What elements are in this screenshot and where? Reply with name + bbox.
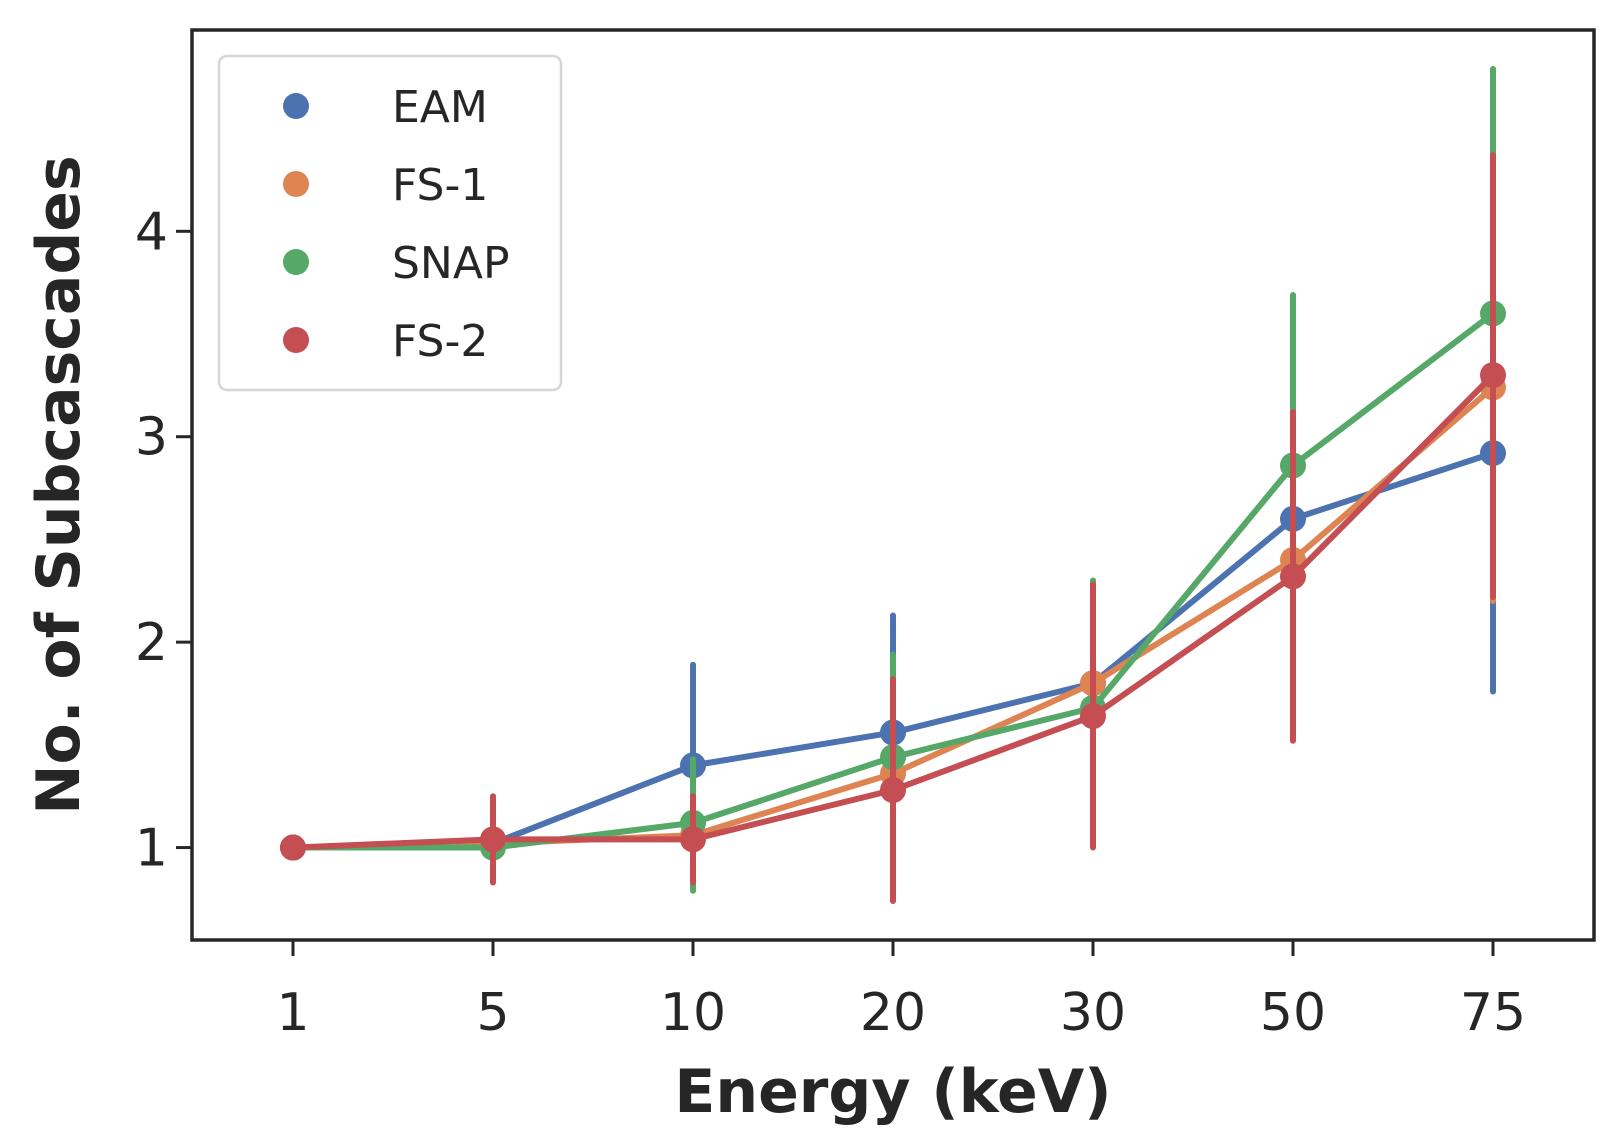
data-point	[880, 777, 906, 804]
y-tick-label: 1	[135, 819, 168, 879]
x-tick-label: 20	[860, 983, 926, 1043]
legend-marker	[283, 327, 309, 353]
x-axis-title: Energy (keV)	[674, 1057, 1111, 1127]
x-tick-label: 1	[276, 983, 309, 1043]
legend: EAM FS-1 SNAP FS-2	[217, 54, 563, 392]
y-axis-title: No. of Subcascades	[24, 155, 94, 814]
legend-marker	[283, 93, 309, 119]
plot-frame	[190, 28, 1596, 942]
legend-marker	[283, 171, 309, 197]
series-fs-2	[280, 152, 1506, 904]
x-tick-label: 10	[660, 983, 726, 1043]
data-point	[1280, 563, 1306, 590]
data-point	[680, 826, 706, 853]
x-tick-label: 5	[476, 983, 509, 1043]
legend-label: SNAP	[392, 238, 509, 289]
x-axis-ticks: 1 5 10 20 30 50 75	[276, 940, 1526, 1043]
y-tick-label: 4	[135, 202, 168, 262]
data-point	[280, 834, 306, 861]
y-axis-ticks: 1 2 3 4	[135, 202, 192, 879]
y-tick-label: 3	[135, 408, 168, 468]
data-point	[1480, 362, 1506, 389]
x-tick-label: 50	[1260, 983, 1326, 1043]
series-layer	[280, 66, 1506, 904]
data-point	[1080, 703, 1106, 730]
legend-marker	[283, 249, 309, 275]
data-point	[480, 826, 506, 853]
y-tick-label: 2	[135, 613, 168, 673]
x-tick-label: 75	[1460, 983, 1526, 1043]
legend-label: FS-2	[392, 316, 488, 367]
legend-label: FS-1	[392, 160, 488, 211]
x-tick-label: 30	[1060, 983, 1126, 1043]
legend-box	[217, 54, 563, 392]
legend-label: EAM	[392, 82, 488, 133]
